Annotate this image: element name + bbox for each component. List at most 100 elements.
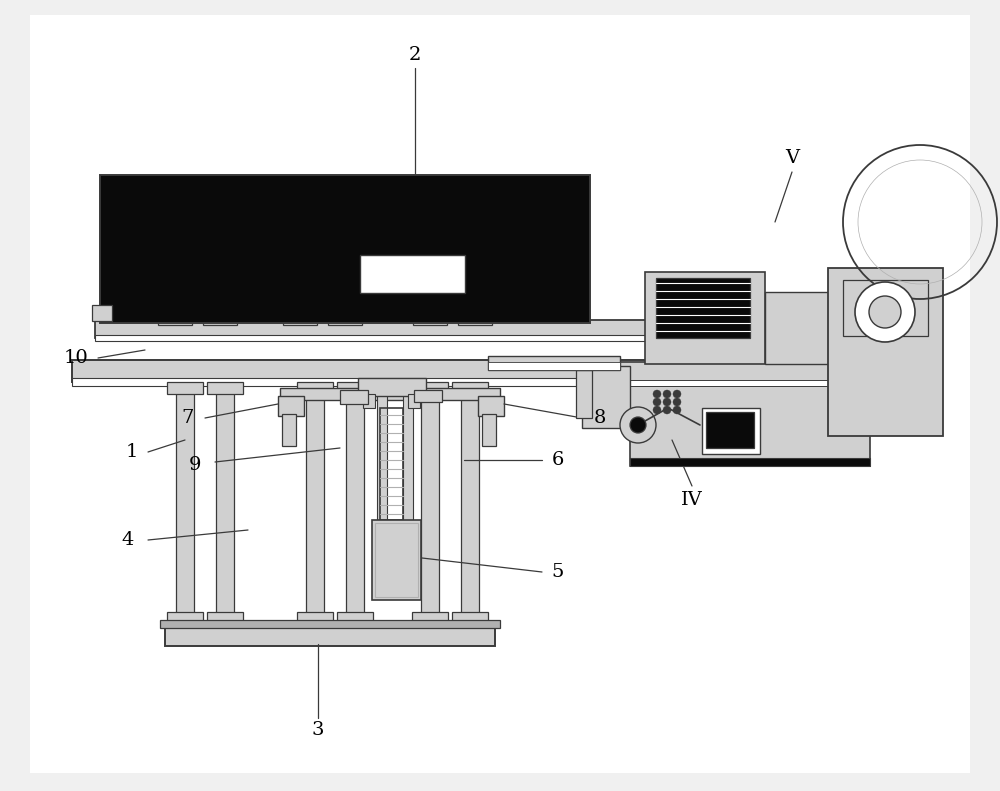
Bar [176, 388, 194, 618]
Bar [211, 260, 229, 322]
Bar [412, 612, 448, 626]
Bar [843, 280, 928, 336]
Circle shape [630, 417, 646, 433]
Bar [297, 382, 333, 394]
Circle shape [653, 390, 661, 398]
Text: IV: IV [681, 491, 703, 509]
Bar [413, 255, 447, 265]
Circle shape [663, 406, 671, 414]
Circle shape [663, 390, 671, 398]
Bar [207, 612, 243, 626]
Bar [630, 458, 870, 466]
Bar [408, 394, 420, 408]
Bar [328, 315, 362, 325]
Bar [216, 388, 234, 618]
Bar [372, 520, 421, 600]
Bar [337, 382, 373, 394]
Text: 2: 2 [409, 46, 421, 64]
Bar [377, 394, 387, 542]
Bar [291, 260, 309, 322]
Bar [582, 366, 630, 428]
Bar [458, 315, 492, 325]
Bar [282, 414, 296, 446]
Circle shape [855, 282, 915, 342]
Bar [167, 382, 203, 394]
Bar [95, 320, 830, 338]
Text: 7: 7 [182, 409, 194, 427]
Text: 5: 5 [552, 563, 564, 581]
Bar [466, 260, 484, 322]
Bar [452, 382, 488, 394]
Bar [413, 315, 447, 325]
Bar [618, 380, 870, 386]
Circle shape [620, 407, 656, 443]
Bar [618, 362, 870, 382]
Bar [167, 612, 203, 626]
Bar [95, 335, 830, 341]
Circle shape [869, 296, 901, 328]
Bar [702, 408, 760, 454]
Bar [358, 378, 426, 396]
Bar [72, 360, 872, 382]
Bar [414, 390, 442, 402]
Bar [160, 620, 500, 628]
Text: V: V [785, 149, 799, 167]
Circle shape [653, 398, 661, 406]
Bar [158, 255, 192, 265]
Bar [337, 612, 373, 626]
Text: 3: 3 [312, 721, 324, 739]
Bar [645, 272, 765, 364]
Bar [158, 315, 192, 325]
Circle shape [653, 406, 661, 414]
Bar [421, 260, 439, 322]
Bar [363, 394, 375, 408]
Bar [306, 388, 324, 618]
Text: 6: 6 [552, 451, 564, 469]
Bar [92, 305, 112, 321]
Bar [380, 408, 403, 520]
Bar [336, 260, 354, 322]
Bar [100, 175, 590, 323]
Bar [280, 388, 500, 400]
Bar [346, 388, 364, 618]
Bar [478, 396, 504, 416]
Circle shape [663, 398, 671, 406]
Bar [283, 255, 317, 265]
Bar [165, 624, 495, 646]
Bar [72, 378, 872, 386]
Bar [203, 255, 237, 265]
Bar [283, 315, 317, 325]
Bar [576, 370, 592, 418]
Bar [328, 255, 362, 265]
Circle shape [673, 390, 681, 398]
Bar [340, 390, 368, 404]
Bar [765, 292, 830, 364]
Bar [656, 278, 750, 338]
Bar [203, 315, 237, 325]
Bar [452, 612, 488, 626]
Bar [412, 382, 448, 394]
Bar [706, 412, 754, 448]
Circle shape [673, 406, 681, 414]
Bar [421, 388, 439, 618]
Circle shape [673, 398, 681, 406]
Text: 1: 1 [126, 443, 138, 461]
Bar [278, 396, 304, 416]
Bar [482, 414, 496, 446]
Bar [461, 388, 479, 618]
Bar [297, 612, 333, 626]
Text: 8: 8 [594, 409, 606, 427]
Bar [828, 268, 943, 436]
Bar [207, 382, 243, 394]
Bar [360, 255, 465, 293]
Bar [458, 255, 492, 265]
Bar [488, 362, 620, 370]
Text: 4: 4 [122, 531, 134, 549]
Text: 9: 9 [189, 456, 201, 474]
Bar [630, 386, 870, 466]
Bar [166, 260, 184, 322]
Bar [403, 394, 413, 542]
Bar [488, 356, 620, 370]
Bar [375, 523, 418, 597]
Text: 10: 10 [64, 349, 88, 367]
